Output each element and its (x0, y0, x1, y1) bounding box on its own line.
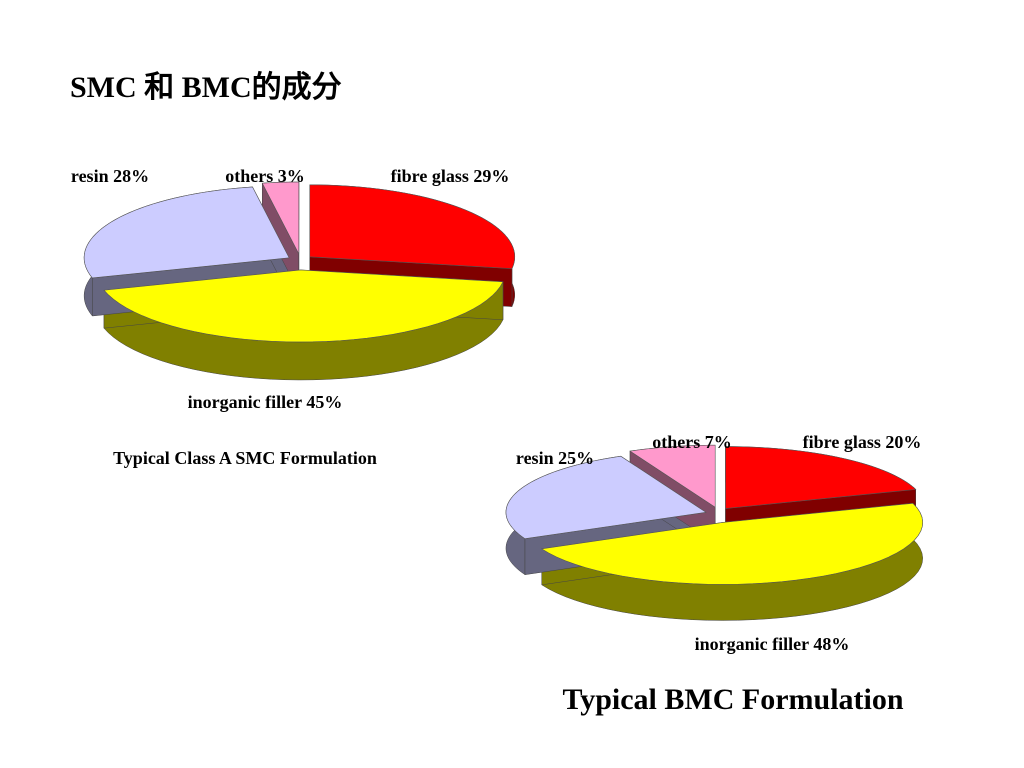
pie-tops (505, 444, 923, 585)
slide-title: SMC 和 BMC的成分 (70, 71, 342, 104)
chart-title: Typical BMC Formulation (562, 683, 903, 716)
pie-slice (309, 184, 516, 269)
slice-label: resin 25% (516, 448, 594, 468)
slice-label: inorganic filler 45% (188, 392, 343, 412)
slice-label: others 3% (225, 166, 305, 186)
pie-chart (505, 444, 923, 621)
pie-slice (540, 502, 923, 585)
pie-slice (261, 181, 300, 255)
pie-chart (83, 181, 516, 381)
slice-label: others 7% (652, 432, 732, 452)
pie-slice (103, 269, 504, 343)
pie-slice (83, 186, 290, 279)
chart-title: Typical Class A SMC Formulation (113, 448, 377, 468)
pie-tops (83, 181, 516, 343)
pie-slice (725, 446, 917, 509)
slice-label: resin 28% (71, 166, 149, 186)
pie-slice (505, 455, 707, 540)
pie-slice (629, 444, 716, 508)
slice-label: fibre glass 29% (391, 166, 510, 186)
slice-label: inorganic filler 48% (695, 634, 850, 654)
slice-label: fibre glass 20% (803, 432, 922, 452)
